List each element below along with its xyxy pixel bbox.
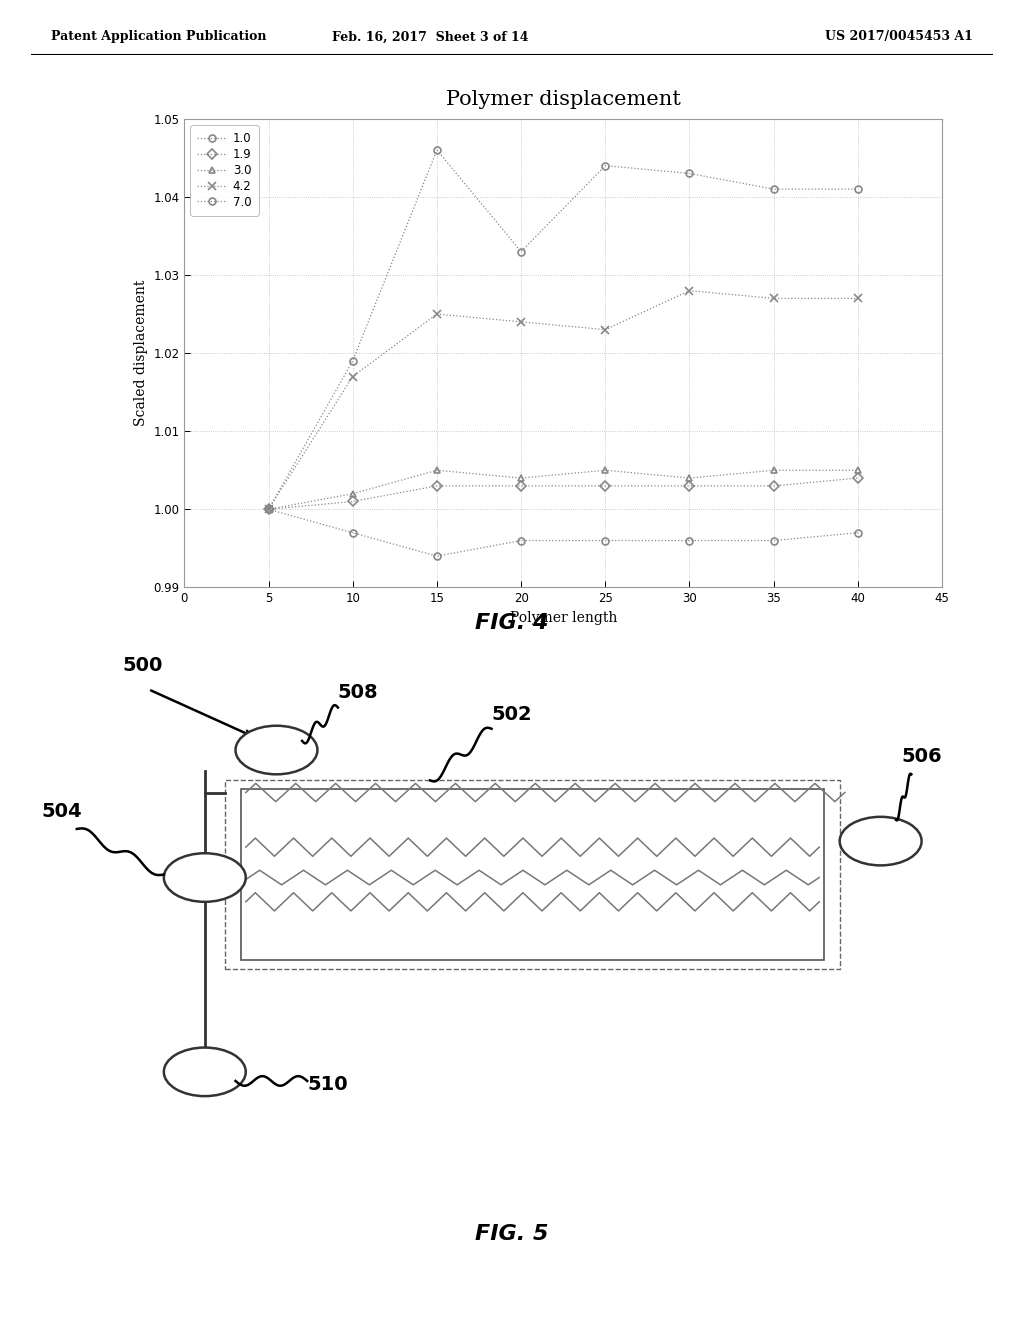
4.2 bbox=[515, 314, 527, 330]
Title: Polymer displacement: Polymer displacement bbox=[445, 90, 681, 110]
4.2 bbox=[262, 502, 274, 517]
Text: 510: 510 bbox=[307, 1074, 348, 1094]
3.0 bbox=[346, 486, 358, 502]
Text: 502: 502 bbox=[492, 705, 532, 723]
Text: 508: 508 bbox=[338, 684, 379, 702]
Line: 1.9: 1.9 bbox=[265, 475, 861, 512]
Text: FIG. 5: FIG. 5 bbox=[475, 1224, 549, 1245]
7.0 bbox=[852, 181, 864, 197]
Line: 1.0: 1.0 bbox=[265, 506, 861, 560]
Circle shape bbox=[840, 817, 922, 866]
1.9 bbox=[346, 494, 358, 510]
1.0 bbox=[599, 532, 611, 548]
1.9 bbox=[515, 478, 527, 494]
4.2 bbox=[346, 368, 358, 384]
Legend: 1.0, 1.9, 3.0, 4.2, 7.0: 1.0, 1.9, 3.0, 4.2, 7.0 bbox=[190, 124, 258, 215]
Line: 7.0: 7.0 bbox=[265, 147, 861, 512]
Text: 506: 506 bbox=[901, 747, 942, 766]
7.0 bbox=[768, 181, 780, 197]
4.2 bbox=[852, 290, 864, 306]
1.9 bbox=[599, 478, 611, 494]
7.0 bbox=[683, 165, 695, 181]
Text: Patent Application Publication: Patent Application Publication bbox=[51, 30, 266, 44]
3.0 bbox=[431, 462, 443, 478]
4.2 bbox=[431, 306, 443, 322]
7.0 bbox=[262, 502, 274, 517]
Line: 3.0: 3.0 bbox=[265, 467, 861, 512]
Bar bbox=[225, 780, 840, 969]
3.0 bbox=[262, 502, 274, 517]
Circle shape bbox=[164, 1048, 246, 1096]
X-axis label: Polymer length: Polymer length bbox=[510, 611, 616, 624]
4.2 bbox=[683, 282, 695, 298]
1.0 bbox=[683, 532, 695, 548]
1.0 bbox=[768, 532, 780, 548]
Text: Feb. 16, 2017  Sheet 3 of 14: Feb. 16, 2017 Sheet 3 of 14 bbox=[332, 30, 528, 44]
Text: 504: 504 bbox=[41, 801, 82, 821]
1.0 bbox=[515, 532, 527, 548]
7.0 bbox=[431, 143, 443, 158]
1.0 bbox=[346, 525, 358, 541]
4.2 bbox=[768, 290, 780, 306]
7.0 bbox=[515, 244, 527, 260]
1.9 bbox=[262, 502, 274, 517]
Text: 500: 500 bbox=[123, 656, 163, 675]
Text: FIG. 4: FIG. 4 bbox=[475, 612, 549, 634]
1.9 bbox=[768, 478, 780, 494]
1.9 bbox=[852, 470, 864, 486]
1.0 bbox=[431, 548, 443, 564]
Y-axis label: Scaled displacement: Scaled displacement bbox=[134, 280, 147, 426]
3.0 bbox=[599, 462, 611, 478]
3.0 bbox=[683, 470, 695, 486]
1.0 bbox=[262, 502, 274, 517]
1.9 bbox=[431, 478, 443, 494]
Circle shape bbox=[164, 853, 246, 902]
3.0 bbox=[768, 462, 780, 478]
Text: US 2017/0045453 A1: US 2017/0045453 A1 bbox=[825, 30, 973, 44]
Line: 4.2: 4.2 bbox=[264, 286, 862, 513]
1.0 bbox=[852, 525, 864, 541]
3.0 bbox=[515, 470, 527, 486]
3.0 bbox=[852, 462, 864, 478]
7.0 bbox=[599, 157, 611, 173]
7.0 bbox=[346, 352, 358, 368]
Bar bbox=[241, 789, 824, 960]
1.9 bbox=[683, 478, 695, 494]
Circle shape bbox=[236, 726, 317, 775]
4.2 bbox=[599, 322, 611, 338]
